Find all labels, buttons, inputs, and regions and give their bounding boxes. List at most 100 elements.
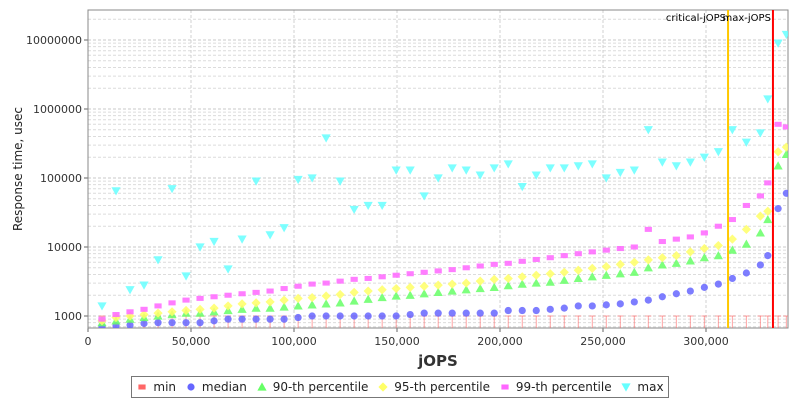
99-th-percentile-point <box>294 283 302 289</box>
legend-marker <box>187 383 195 391</box>
median-point <box>168 319 176 327</box>
median-point <box>756 261 764 269</box>
99-th-percentile-point <box>196 295 204 301</box>
95-th-percentile-point <box>545 269 555 279</box>
99-th-percentile-point <box>602 247 610 253</box>
median-point <box>182 319 190 327</box>
median-point <box>210 317 218 325</box>
max-point <box>773 39 783 48</box>
99-th-percentile-point <box>782 124 788 130</box>
99-th-percentile-point <box>672 236 680 242</box>
99-th-percentile-point <box>112 312 120 318</box>
90-th-percentile-point <box>643 263 653 272</box>
90-th-percentile-point <box>335 298 345 307</box>
median-point <box>364 312 372 320</box>
median-point <box>672 290 680 298</box>
99-th-percentile-point <box>448 267 456 273</box>
99-th-percentile-point <box>774 121 782 127</box>
95-th-percentile-point <box>727 234 737 244</box>
median-point <box>546 305 554 313</box>
median-point <box>392 312 400 320</box>
99-th-percentile-point <box>644 226 652 232</box>
max-point <box>139 281 149 290</box>
99-th-percentile-point <box>224 292 232 298</box>
median-point <box>476 309 484 317</box>
95-th-percentile-point <box>461 278 471 288</box>
90-th-percentile-point <box>293 301 303 310</box>
99-th-percentile-point <box>700 230 708 236</box>
median-point <box>294 313 302 322</box>
legend-marker-icon <box>378 382 388 392</box>
median-point <box>196 319 204 327</box>
legend-item: 90-th percentile <box>256 380 369 394</box>
99-th-percentile-point <box>686 234 694 240</box>
max-point <box>97 302 107 311</box>
95-th-percentile-point <box>251 298 261 308</box>
95-th-percentile-point <box>363 286 373 296</box>
90-th-percentile-point <box>391 291 401 300</box>
y-tick-label: 1000 <box>54 310 82 323</box>
max-point <box>167 185 177 194</box>
95-th-percentile-point <box>293 293 303 303</box>
max-point <box>405 166 415 175</box>
99-th-percentile-point <box>630 244 638 250</box>
95-th-percentile-point <box>237 299 247 309</box>
max-point <box>181 272 191 281</box>
median-point <box>686 287 694 295</box>
99-th-percentile-point <box>560 253 568 259</box>
y-tick-label: 1000000 <box>33 103 82 116</box>
max-point <box>517 183 527 192</box>
legend-label: 99-th percentile <box>515 380 612 394</box>
95-th-percentile-point <box>209 303 219 313</box>
max-point <box>321 134 331 143</box>
median-point <box>602 301 610 309</box>
90-th-percentile-point <box>363 294 373 303</box>
max-point <box>391 166 401 175</box>
99-th-percentile-point <box>182 297 190 303</box>
90-th-percentile-point <box>601 270 611 279</box>
99-th-percentile-point <box>168 300 176 306</box>
x-tick-label: 100,000 <box>271 335 317 348</box>
max-point <box>657 158 667 167</box>
max-point <box>643 126 653 135</box>
max-point <box>111 187 121 196</box>
legend-marker-icon <box>138 384 147 390</box>
max-point <box>755 129 765 138</box>
max-point <box>699 153 709 162</box>
90-th-percentile-point <box>545 277 555 286</box>
90-th-percentile-point <box>321 299 331 308</box>
90-th-percentile-point <box>727 245 737 254</box>
90-th-percentile-point <box>307 300 317 309</box>
median-point <box>518 306 526 315</box>
95-th-percentile-point <box>405 282 415 292</box>
95-th-percentile-point <box>713 240 723 251</box>
plot-frame <box>87 9 789 329</box>
max-point <box>447 164 457 173</box>
95-th-percentile-point <box>657 253 667 263</box>
median-point <box>280 315 288 323</box>
max-point <box>489 164 499 173</box>
95-th-percentile-point <box>699 243 709 254</box>
99-th-percentile-point <box>764 180 772 186</box>
median-point <box>140 319 148 328</box>
max-point <box>153 256 163 265</box>
90-th-percentile-point <box>447 286 457 295</box>
median-point <box>322 312 330 320</box>
95-th-percentile-point <box>307 292 317 303</box>
90-th-percentile-point <box>559 275 569 284</box>
max-point <box>601 174 611 183</box>
median-point <box>308 312 316 320</box>
max-point <box>363 201 373 211</box>
max-point <box>545 164 555 173</box>
y-tick-label: 100000 <box>40 172 82 185</box>
95-th-percentile-point <box>755 211 765 221</box>
95-th-percentile-point <box>517 272 527 282</box>
max-point <box>377 201 387 211</box>
99-th-percentile-point <box>140 306 148 312</box>
90-th-percentile-point <box>461 285 471 294</box>
90-th-percentile-point <box>615 269 625 278</box>
legend-label: 90-th percentile <box>272 380 369 394</box>
max-point <box>237 235 247 244</box>
y-tick-label: 10000 <box>47 241 82 254</box>
